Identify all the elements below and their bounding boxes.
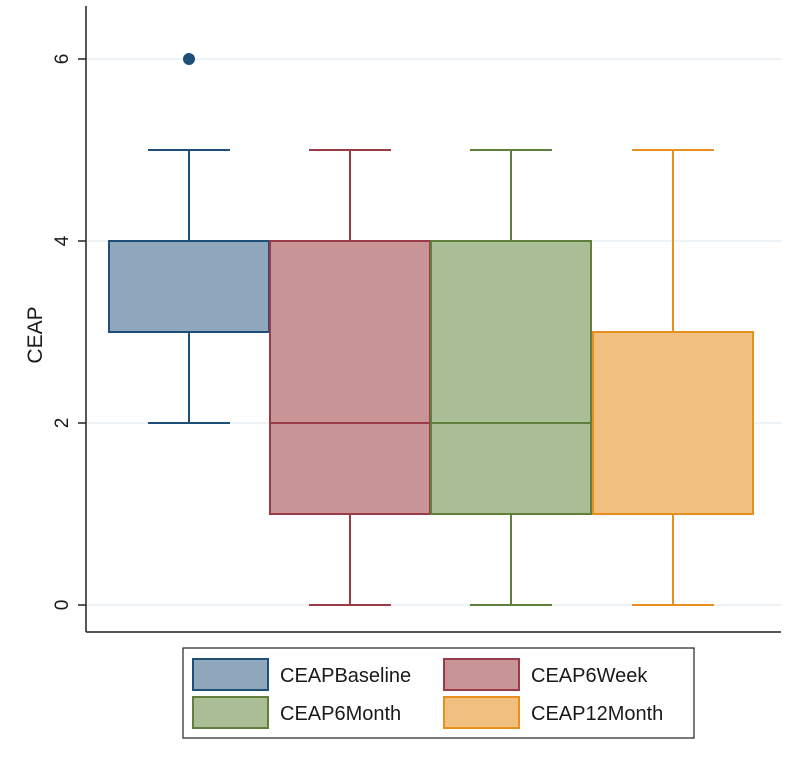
iqr-box-3 [593,332,753,514]
legend-swatch-0 [193,659,268,690]
y-tick-label-3: 6 [52,54,73,65]
legend-label-3: CEAP12Month [531,703,663,725]
iqr-box-0 [109,241,269,332]
y-axis-title: CEAP [24,306,47,363]
y-tick-label-0: 0 [52,600,73,611]
iqr-box-2 [431,241,591,514]
y-tick-label-2: 4 [52,235,73,246]
legend-swatch-2 [193,697,268,728]
y-tick-label-1: 2 [52,418,73,429]
legend-swatch-1 [444,659,519,690]
legend-label-1: CEAP6Week [531,665,648,687]
outlier-0-0 [183,53,195,65]
legend-swatch-3 [444,697,519,728]
iqr-box-1 [270,241,430,514]
legend: CEAPBaseline CEAP6Week CEAP6Month CEAP12Mon… [183,648,694,738]
legend-label-2: CEAP6Month [280,703,401,725]
legend-label-0: CEAPBaseline [280,665,411,687]
